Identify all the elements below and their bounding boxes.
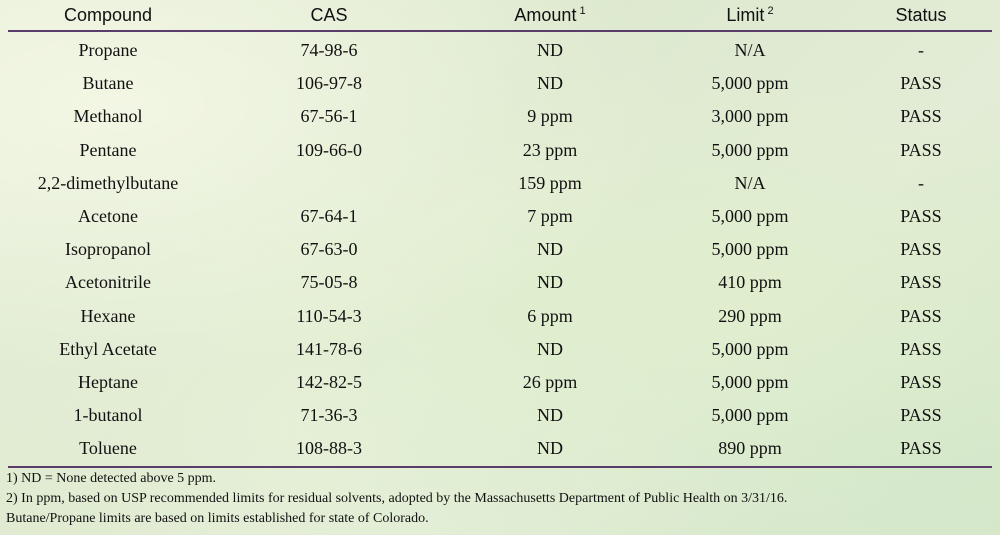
table-row: Toluene 108-88-3 ND 890 ppm PASS [8,432,992,465]
table-row: Butane 106-97-8 ND 5,000 ppm PASS [8,67,992,100]
cell-status: PASS [900,239,942,260]
table-bottom-rule [8,466,992,469]
table-row: Heptane 142-82-5 26 ppm 5,000 ppm PASS [8,366,992,399]
cell-limit: 5,000 ppm [711,405,789,426]
cell-status: PASS [900,305,942,326]
cell-status: - [918,40,924,61]
cell-compound: Toluene [79,438,137,459]
cell-status: PASS [900,405,942,426]
cell-status: - [918,172,924,193]
cell-compound: 1-butanol [73,405,143,426]
cell-amount: 23 ppm [522,139,578,160]
table-row: Acetonitrile 75-05-8 ND 410 ppm PASS [8,266,992,299]
cell-cas: 67-63-0 [300,239,358,260]
cell-cas: 67-64-1 [300,206,358,227]
cell-limit: 5,000 ppm [711,206,789,227]
cell-limit: N/A [734,172,766,193]
footnote-1: 1) ND = None detected above 5 ppm. [6,471,217,486]
cell-status: PASS [900,338,942,359]
footnotes: 1) ND = None detected above 5 ppm. 2) In… [6,469,787,529]
cell-amount: 7 ppm [527,206,573,227]
cell-compound: Pentane [79,139,137,160]
cell-compound: Methanol [73,106,143,127]
cell-compound: Acetonitrile [65,272,151,293]
cell-amount: ND [537,405,563,426]
table-header-row: Compound CAS Amount 1 Limit 2 Status [8,0,992,32]
footnote-2: 2) In ppm, based on USP recommended limi… [6,491,788,506]
cell-cas: 141-78-6 [296,338,362,359]
cell-cas: 75-05-8 [300,272,358,293]
header-amount-footnote-marker: 1 [579,4,586,17]
cell-amount: 159 ppm [518,172,582,193]
cell-cas: 74-98-6 [300,40,358,61]
table-row: 1-butanol 71-36-3 ND 5,000 ppm PASS [8,399,992,432]
cell-cas: 106-97-8 [296,73,362,94]
cell-limit: 5,000 ppm [711,371,789,392]
cell-cas: 67-56-1 [300,106,358,127]
cell-status: PASS [900,272,942,293]
cell-amount: 6 ppm [527,305,573,326]
cell-limit: 5,000 ppm [711,239,789,260]
cell-limit: 890 ppm [718,438,782,459]
cell-limit: 290 ppm [718,305,782,326]
cell-amount: ND [537,239,563,260]
cell-limit: 5,000 ppm [711,139,789,160]
cell-amount: 26 ppm [522,371,578,392]
cell-amount: 9 ppm [527,106,573,127]
cell-status: PASS [900,139,942,160]
results-table: Compound CAS Amount 1 Limit 2 Status Propa… [8,0,992,469]
cell-amount: ND [537,40,563,61]
cell-amount: ND [537,73,563,94]
cell-amount: ND [537,272,563,293]
cell-limit: 410 ppm [718,272,782,293]
table-row: Pentane 109-66-0 23 ppm 5,000 ppm PASS [8,134,992,167]
cell-status: PASS [900,73,942,94]
cell-amount: ND [537,338,563,359]
table-body: Propane 74-98-6 ND N/A - Butane 106-97-8… [8,32,992,465]
table-row: Methanol 67-56-1 9 ppm 3,000 ppm PASS [8,100,992,133]
cell-status: PASS [900,206,942,227]
cell-status: PASS [900,371,942,392]
cell-limit: N/A [734,40,766,61]
cell-cas: 71-36-3 [300,405,358,426]
cell-compound: Heptane [78,371,138,392]
header-limit-footnote-marker: 2 [767,4,774,17]
cell-compound: Ethyl Acetate [59,338,157,359]
header-compound: Compound [63,4,153,25]
header-amount: Amount 1 [450,5,650,26]
cell-cas: 108-88-3 [296,438,362,459]
footnote-3: Butane/Propane limits are based on limit… [6,511,429,526]
table-row: Acetone 67-64-1 7 ppm 5,000 ppm PASS [8,200,992,233]
cell-compound: Acetone [78,206,138,227]
table-row: 2,2-dimethylbutane 159 ppm N/A - [8,167,992,200]
table-row: Isopropanol 67-63-0 ND 5,000 ppm PASS [8,233,992,266]
header-limit: Limit 2 [650,5,850,26]
header-status: Status [895,4,947,25]
cell-compound: Hexane [80,305,136,326]
cell-limit: 5,000 ppm [711,73,789,94]
table-row: Propane 74-98-6 ND N/A - [8,34,992,67]
table-row: Hexane 110-54-3 6 ppm 290 ppm PASS [8,300,992,333]
table-row: Ethyl Acetate 141-78-6 ND 5,000 ppm PASS [8,333,992,366]
cell-status: PASS [900,106,942,127]
cell-compound: 2,2-dimethylbutane [37,172,179,193]
cell-cas: 109-66-0 [296,139,362,160]
header-cas: CAS [310,4,348,25]
cell-amount: ND [537,438,563,459]
cell-compound: Butane [82,73,134,94]
cell-compound: Propane [78,40,138,61]
cell-cas: 142-82-5 [296,371,362,392]
cell-cas: 110-54-3 [296,305,362,326]
header-amount-label: Amount [514,4,577,25]
cell-limit: 5,000 ppm [711,338,789,359]
cell-compound: Isopropanol [65,239,151,260]
header-limit-label: Limit [726,4,765,25]
cell-limit: 3,000 ppm [711,106,789,127]
cell-status: PASS [900,438,942,459]
